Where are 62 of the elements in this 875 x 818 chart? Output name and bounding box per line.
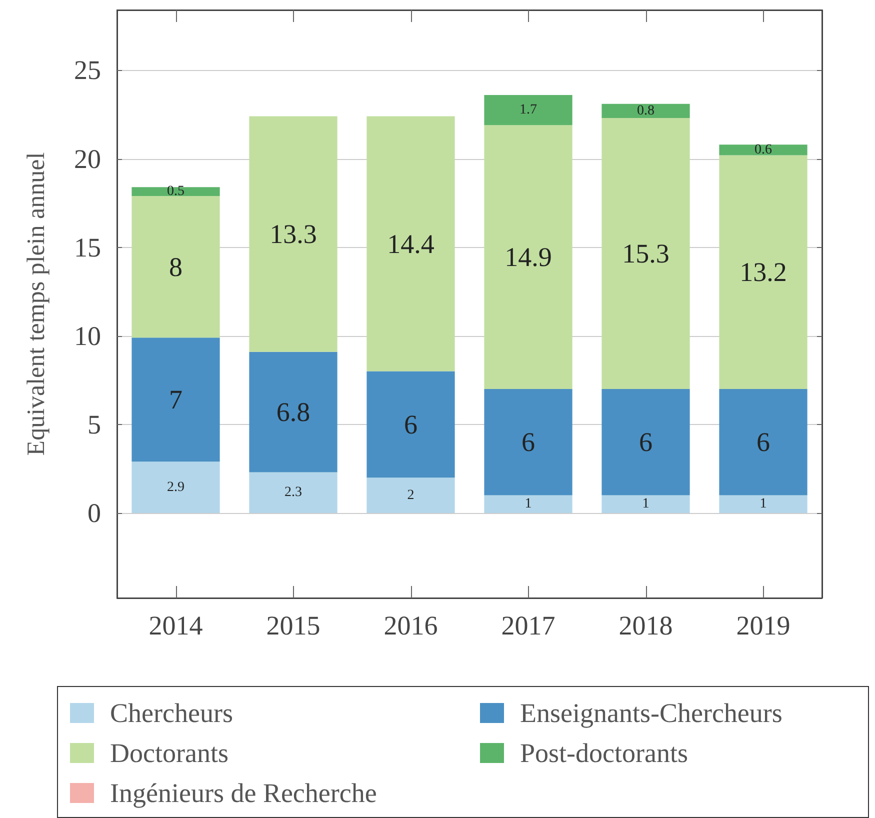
data-label: 13.2 (740, 257, 787, 288)
y-tick-label: 5 (88, 409, 101, 440)
data-label: 2.9 (167, 480, 184, 495)
bar (602, 104, 690, 118)
data-label: 13.3 (270, 219, 317, 250)
bar (132, 187, 220, 196)
bar (719, 495, 808, 513)
bar (366, 116, 455, 372)
data-label: 7 (169, 384, 182, 415)
bar (719, 155, 808, 390)
bar (249, 352, 338, 472)
bar (719, 389, 808, 496)
bar (484, 495, 572, 513)
bar (132, 338, 220, 462)
legend-label: Chercheurs (110, 698, 233, 728)
bar (602, 389, 690, 496)
data-label: 0.6 (754, 142, 772, 158)
legend-label: Ingénieurs de Recherche (110, 778, 377, 808)
bar (132, 462, 220, 513)
legend-label: Enseignants-Chercheurs (520, 698, 782, 728)
x-tick-label: 2019 (736, 610, 790, 640)
x-tick-label: 2015 (266, 610, 320, 640)
data-label: 6 (639, 427, 652, 458)
bar (249, 116, 338, 352)
data-label: 6 (756, 427, 770, 458)
bar (602, 118, 690, 390)
bar (484, 95, 572, 126)
data-label: 6 (404, 409, 418, 440)
data-label: 1 (642, 496, 650, 512)
data-label: 8 (169, 252, 182, 282)
data-label: 1 (760, 496, 767, 512)
bar (249, 472, 338, 513)
data-label: 1.7 (520, 102, 537, 118)
x-tick-label: 2018 (618, 610, 673, 640)
data-label: 2 (407, 488, 414, 503)
bar (484, 389, 572, 496)
bar (366, 371, 455, 478)
legend-label: Post-doctorants (520, 738, 688, 768)
y-tick-label: 20 (74, 144, 101, 174)
data-label: 0.5 (167, 184, 184, 200)
bar (602, 495, 690, 513)
data-label: 6.8 (276, 397, 310, 428)
y-tick-label: 10 (74, 320, 101, 351)
data-label: 14.4 (387, 228, 435, 259)
x-tick-label: 2014 (148, 610, 204, 640)
data-label: 1 (524, 496, 532, 512)
y-axis-title: Equivalent temps plein annuel (23, 152, 50, 456)
data-label: 2.3 (284, 485, 302, 500)
bar (132, 196, 220, 338)
bar (366, 478, 455, 513)
data-label: 0.8 (637, 103, 654, 118)
data-label: 14.9 (504, 242, 552, 272)
data-label: 15.3 (622, 238, 670, 269)
bar (719, 144, 808, 156)
bar (484, 125, 572, 390)
x-tick-label: 2017 (501, 610, 556, 640)
legend-label: Doctorants (110, 738, 228, 768)
y-tick-label: 15 (74, 232, 101, 262)
y-tick-label: 0 (88, 498, 101, 528)
x-tick-label: 2016 (384, 610, 438, 640)
y-tick-label: 25 (74, 55, 101, 86)
data-label: 6 (522, 427, 535, 458)
